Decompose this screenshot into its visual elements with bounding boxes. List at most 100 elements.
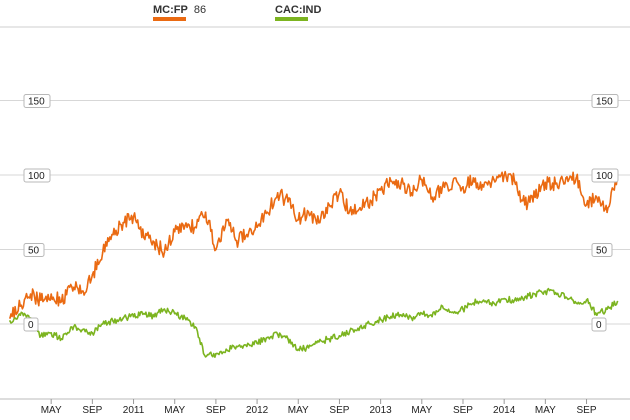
data-point	[245, 345, 248, 348]
data-point	[585, 203, 588, 206]
data-point	[523, 203, 526, 206]
y-tick-label-left-100: 100	[28, 171, 45, 182]
x-axis: MAY SEP 2011 MAY SEP 2012 MAY SEP 2013 MAY SEP 2014…	[41, 399, 597, 416]
data-point	[472, 302, 475, 304]
y-tick-box-left-0	[23, 317, 39, 332]
data-point	[173, 230, 176, 233]
series-layer	[9, 170, 619, 358]
data-point	[482, 299, 485, 302]
data-point	[616, 300, 619, 303]
series-line-cacind[interactable]	[9, 287, 619, 358]
data-point	[554, 183, 557, 185]
legend-value-mcfp: 86	[194, 4, 206, 16]
data-point	[297, 218, 300, 221]
data-point	[50, 332, 53, 334]
data-point	[534, 196, 536, 199]
data-point	[256, 342, 258, 345]
data-point	[215, 248, 217, 251]
data-point	[369, 323, 372, 325]
data-point	[287, 338, 289, 340]
legend-swatch-mcfp	[153, 17, 186, 21]
data-point	[390, 180, 392, 182]
data-point	[91, 332, 94, 334]
data-point	[122, 317, 125, 319]
data-point	[482, 186, 485, 188]
data-point	[40, 335, 42, 337]
data-point	[19, 305, 22, 307]
y-tick-label-left-50: 50	[28, 246, 40, 257]
y-tick-label-left-0: 0	[28, 320, 34, 331]
data-point	[359, 206, 361, 209]
data-point	[142, 236, 145, 239]
data-point	[493, 302, 495, 304]
data-point	[112, 320, 114, 322]
data-point	[60, 300, 63, 303]
y-axis-right: 0 50 100 150	[591, 94, 619, 332]
data-point	[348, 330, 351, 333]
data-point	[420, 178, 423, 181]
data-point	[451, 181, 454, 184]
y-tick-label-right-100: 100	[596, 171, 613, 182]
x-tick-label: MAY	[411, 405, 432, 416]
data-point	[287, 200, 289, 203]
data-point	[554, 291, 557, 294]
x-tick-label: 2011	[123, 405, 145, 416]
data-point	[19, 314, 22, 316]
data-point	[595, 196, 598, 199]
data-point	[441, 305, 444, 307]
data-point	[338, 335, 341, 337]
data-point	[544, 181, 547, 184]
x-tick-label: SEP	[453, 405, 473, 416]
data-point	[513, 299, 516, 302]
data-point	[410, 192, 413, 194]
data-point	[318, 221, 320, 224]
y-tick-label-right-150: 150	[596, 97, 613, 108]
data-point	[256, 226, 258, 229]
data-point	[431, 196, 433, 199]
data-point	[215, 352, 217, 355]
data-point	[462, 308, 464, 310]
data-point	[348, 209, 351, 212]
x-tick-label: SEP	[577, 405, 597, 416]
data-point	[9, 317, 11, 319]
y-tick-box-right-100	[591, 168, 619, 183]
data-point	[40, 299, 42, 302]
y-tick-label-right-50: 50	[596, 246, 608, 257]
legend-item-cacind[interactable]: CAC:IND	[275, 4, 321, 21]
y-axis-left: 0 50 100 150	[23, 94, 51, 332]
data-point	[297, 348, 300, 351]
data-point	[513, 180, 516, 182]
data-point	[50, 293, 53, 296]
data-point	[420, 312, 423, 315]
x-tick-label: 2014	[493, 405, 516, 416]
y-tick-box-right-50	[591, 243, 613, 257]
data-point	[606, 308, 608, 310]
data-point	[379, 189, 382, 191]
data-point	[225, 218, 228, 221]
data-point	[70, 326, 73, 328]
data-point	[585, 299, 588, 302]
data-point	[400, 181, 403, 184]
data-point	[225, 348, 228, 351]
data-point	[91, 273, 94, 276]
data-point	[266, 211, 269, 214]
data-point	[204, 211, 207, 214]
data-point	[369, 199, 372, 202]
data-point	[153, 241, 156, 244]
y-tick-label-left-150: 150	[28, 97, 45, 108]
x-tick-label: MAY	[535, 405, 556, 416]
data-point	[400, 314, 403, 316]
data-point	[328, 203, 330, 206]
data-point	[390, 315, 392, 318]
series-line-mcfp[interactable]	[9, 170, 619, 319]
legend-item-mcfp[interactable]: MC:FP 86	[153, 4, 206, 21]
data-point	[338, 192, 341, 194]
data-point	[328, 338, 330, 340]
data-point	[194, 326, 197, 328]
data-point	[173, 312, 176, 315]
legend-swatch-cacind	[275, 17, 308, 21]
data-point	[245, 233, 248, 236]
data-point	[184, 224, 186, 227]
legend-ticker-cacind: CAC:IND	[275, 4, 321, 16]
data-point	[595, 314, 598, 316]
